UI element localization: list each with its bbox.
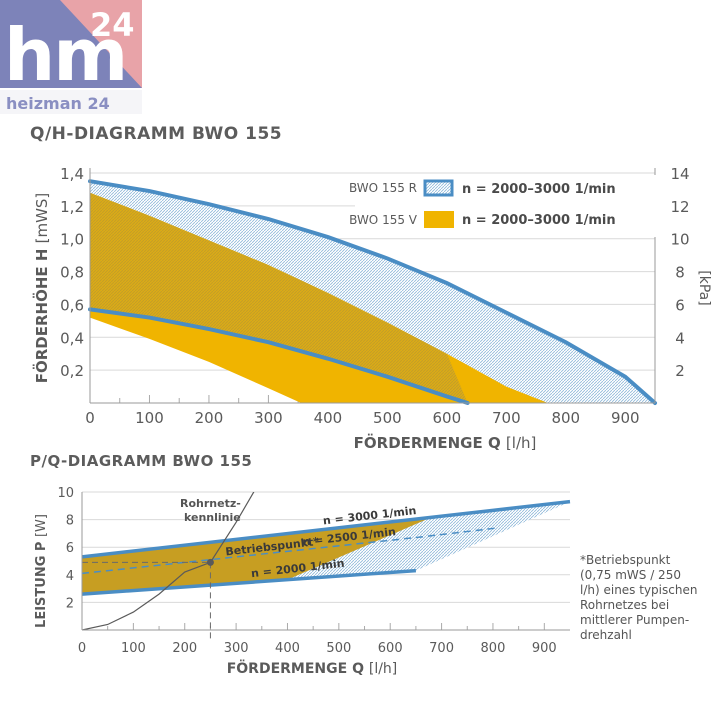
legend-label: n = 2000–3000 1/min xyxy=(462,213,616,228)
bwo155r-max-curve xyxy=(88,179,657,405)
chart1-axes: 0,2 0,4 0,6 0,8 1,0 1,2 1,4 2 4 6 8 10 12 14 0 100 200 30… xyxy=(32,165,712,452)
footnote-line: l/h) eines typischen xyxy=(580,583,698,597)
x-tick-label: 400 xyxy=(314,409,343,427)
y2-tick-label: 2 xyxy=(675,362,685,380)
y-axis-title: FÖRDERHÖHE H xyxy=(32,243,51,383)
x-tick-label: 800 xyxy=(551,409,580,427)
logo-main-text: hm xyxy=(4,13,126,97)
line-2000 xyxy=(81,568,417,596)
y-tick-label: 0,8 xyxy=(60,264,84,282)
footnote-line: mittlerer Pumpen- xyxy=(580,613,690,627)
y2-axis-unit: [kPa] xyxy=(696,270,712,305)
heizman24-logo: hm 24 heizman 24 xyxy=(0,0,142,114)
footnote-line: (0,75 mWS / 250 xyxy=(580,568,681,582)
footnote-line: Rohrnetzes bei xyxy=(580,598,670,612)
operating-point-marker xyxy=(206,558,214,566)
x-axis-unit: [l/h] xyxy=(369,661,397,677)
bwo155r-band xyxy=(90,181,655,403)
x-tick-label: 200 xyxy=(195,409,224,427)
y-tick-label: 0,6 xyxy=(60,296,84,314)
y-tick-label: 1,0 xyxy=(60,231,84,249)
x-tick-label: 800 xyxy=(481,641,506,656)
x-tick-label: 500 xyxy=(373,409,402,427)
x-tick-label: 400 xyxy=(275,641,300,656)
y2-tick-label: 14 xyxy=(670,165,689,183)
x-tick-label: 0 xyxy=(85,409,95,427)
legend-label: n = 2000–3000 1/min xyxy=(462,182,616,197)
x-tick-label: 300 xyxy=(224,641,249,656)
x-tick-label: 700 xyxy=(492,409,521,427)
legend-swatch-gold xyxy=(424,211,454,228)
x-tick-label: 700 xyxy=(429,641,454,656)
x-tick-label: 600 xyxy=(433,409,462,427)
y-axis-label: LEISTUNG P [W] xyxy=(34,514,49,628)
system-curve-line: Rohrnetz- xyxy=(180,497,241,510)
chart1-areas xyxy=(90,181,655,403)
footnote-line: drehzahl xyxy=(580,628,632,642)
y2-tick-label: 8 xyxy=(675,264,685,282)
y-tick-label: 8 xyxy=(66,514,74,529)
legend-series-name: BWO 155 R xyxy=(349,181,417,195)
y2-tick-label: 4 xyxy=(675,329,685,347)
x-tick-label: 600 xyxy=(378,641,403,656)
y-tick-label: 4 xyxy=(66,569,74,584)
chart1-curves xyxy=(88,179,657,405)
x-axis-title: FÖRDERMENGE Q xyxy=(227,659,369,677)
y-axis-title: LEISTUNG P xyxy=(34,537,49,628)
x-tick-label: 500 xyxy=(326,641,351,656)
system-curve xyxy=(82,492,255,630)
chart1-title: Q/H-DIAGRAMM BWO 155 xyxy=(30,124,283,144)
y2-tick-label: 10 xyxy=(670,231,689,249)
x-tick-label: 900 xyxy=(611,409,640,427)
x-axis-unit: [l/h] xyxy=(506,434,536,452)
chart1-legend: BWO 155 R n = 2000–3000 1/min BWO 155 V n =… xyxy=(349,175,660,237)
legend-series-name: BWO 155 V xyxy=(349,213,418,227)
x-tick-label: 300 xyxy=(254,409,283,427)
line-3000 xyxy=(81,499,571,559)
chart2-title: P/Q-DIAGRAMM BWO 155 xyxy=(30,452,253,470)
power-range-gold xyxy=(82,517,432,595)
x-tick-label: 100 xyxy=(121,641,146,656)
y-tick-label: 10 xyxy=(57,486,74,501)
y2-tick-label: 6 xyxy=(675,296,685,314)
y-tick-label: 1,4 xyxy=(60,165,84,183)
x-axis-label: FÖRDERMENGE Q [l/h] xyxy=(354,433,537,452)
x-axis-label: FÖRDERMENGE Q [l/h] xyxy=(227,659,398,677)
x-tick-label: 0 xyxy=(78,641,86,656)
x-tick-label: 200 xyxy=(172,641,197,656)
y-tick-label: 1,2 xyxy=(60,198,84,216)
logo-brand-text: heizman 24 xyxy=(6,94,110,113)
chart2-lines xyxy=(81,492,571,642)
y-tick-label: 6 xyxy=(66,541,74,556)
label-system-curve: Rohrnetz-kennlinie xyxy=(180,497,241,524)
x-tick-label: 100 xyxy=(135,409,164,427)
x-axis-title: FÖRDERMENGE Q xyxy=(354,433,506,452)
y-tick-label: 2 xyxy=(66,596,74,611)
qh-chart: 0,2 0,4 0,6 0,8 1,0 1,2 1,4 2 4 6 8 10 12 14 0 100 200 30… xyxy=(32,165,712,452)
logo-number-text: 24 xyxy=(90,6,135,44)
y2-tick-label: 12 xyxy=(670,198,689,216)
y-axis-unit: [W] xyxy=(34,514,49,537)
legend-background xyxy=(355,175,660,237)
x-tick-label: 900 xyxy=(532,641,557,656)
y-tick-label: 0,2 xyxy=(60,362,84,380)
footnote-line: *Betriebspunkt xyxy=(580,553,671,567)
y-axis-unit: [mWS] xyxy=(33,193,51,244)
y-tick-label: 0,4 xyxy=(60,329,84,347)
bwo155r-min-curve xyxy=(88,307,470,405)
legend-swatch-hatched xyxy=(423,179,454,197)
operating-point-footnote: *Betriebspunkt (0,75 mWS / 250 l/h) eine… xyxy=(580,553,718,643)
line-2500 xyxy=(81,527,499,575)
y-axis-label: FÖRDERHÖHE H [mWS] xyxy=(32,193,51,384)
system-curve-line: kennlinie xyxy=(184,511,241,524)
